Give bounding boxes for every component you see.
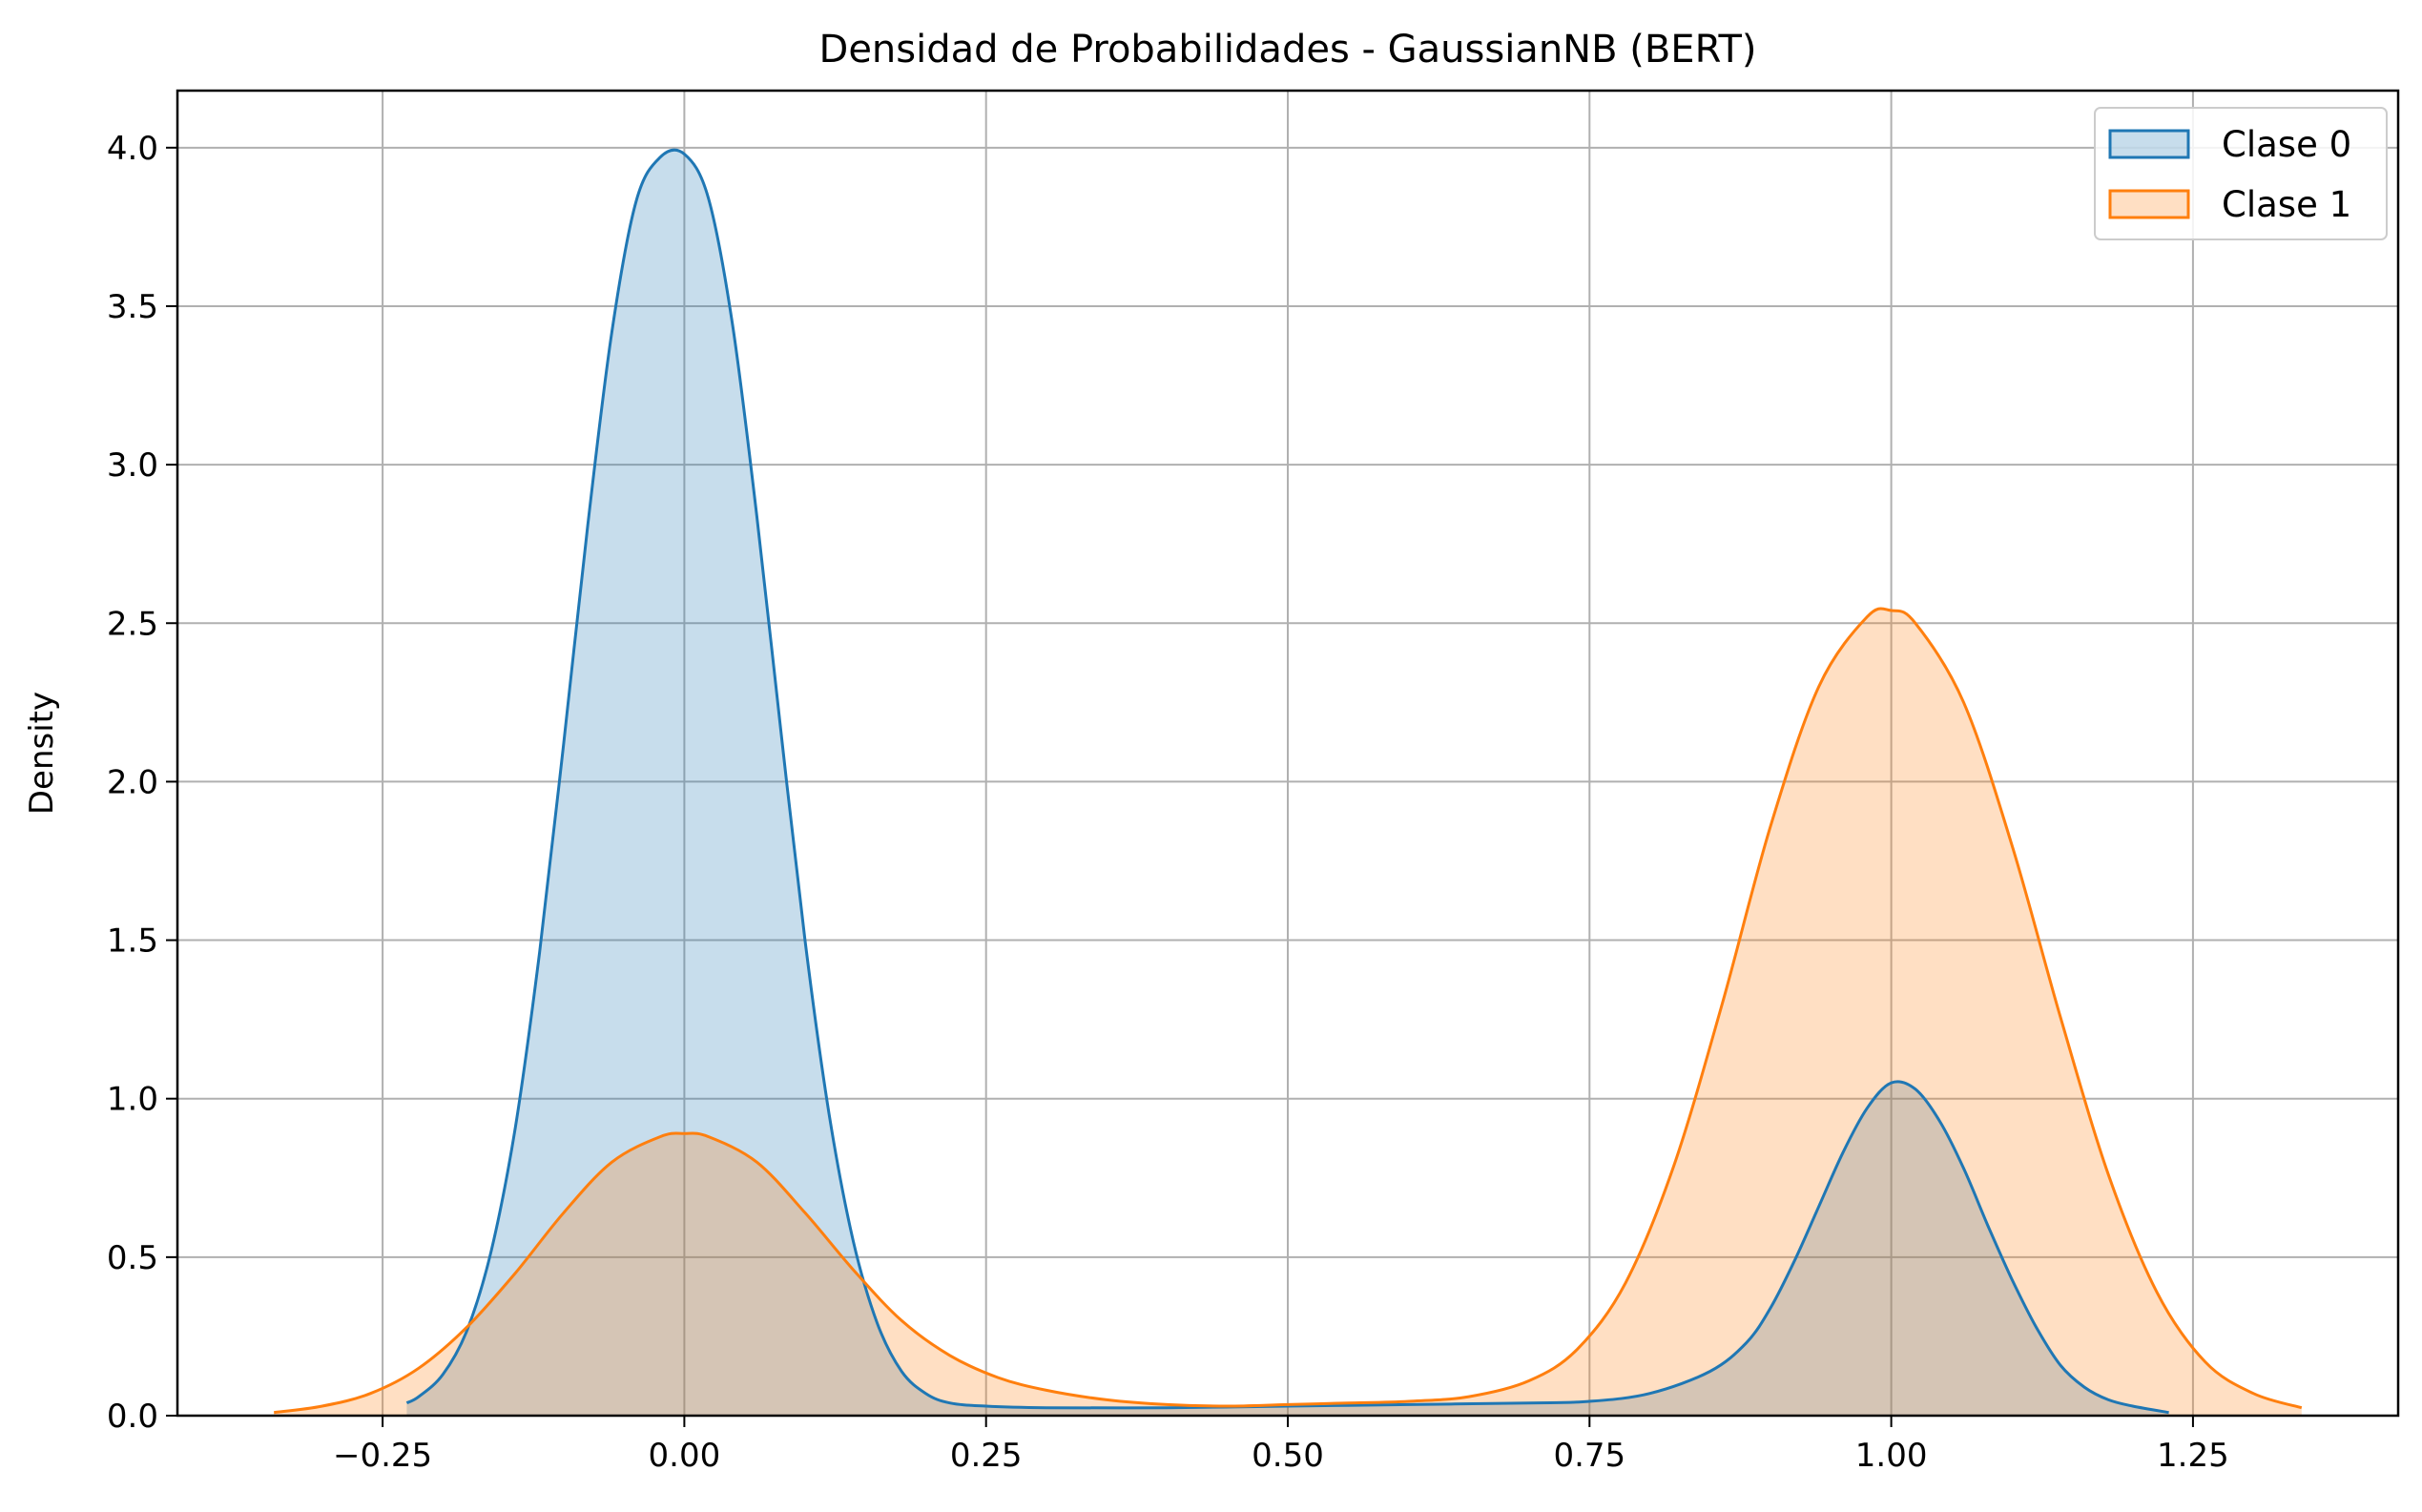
chart-title: Densidad de Probabilidades - GaussianNB …: [819, 28, 1757, 72]
density-line-0: [405, 148, 2169, 1415]
x-tick-label: 1.00: [1855, 1437, 1928, 1475]
x-tick-label: 1.25: [2157, 1437, 2229, 1475]
legend-box: [2094, 107, 2388, 240]
x-tick-label: 0.75: [1553, 1437, 1625, 1475]
x-tick-label: 0.50: [1252, 1437, 1324, 1475]
y-tick-label: 4.0: [107, 130, 158, 168]
y-tick-label: 1.5: [107, 922, 158, 961]
legend-label: Clase 0: [2222, 124, 2351, 165]
density-lines: [274, 148, 2303, 1415]
y-axis-label: Density: [23, 692, 61, 815]
legend-swatch: [2108, 129, 2190, 159]
y-tick-label: 2.0: [107, 763, 158, 801]
legend-swatch: [2108, 189, 2190, 219]
density-fills: [274, 150, 2302, 1417]
density-area-1: [274, 608, 2302, 1416]
y-tick-label: 2.5: [107, 605, 158, 643]
x-tick-label: 0.25: [950, 1437, 1023, 1475]
y-tick-label: 3.0: [107, 446, 158, 485]
x-tick-label: 0.00: [649, 1437, 721, 1475]
y-tick-label: 0.0: [107, 1398, 158, 1436]
legend-label: Clase 1: [2222, 184, 2351, 225]
y-tick-label: 3.5: [107, 288, 158, 326]
y-tick-label: 1.0: [107, 1081, 158, 1119]
legend: Clase 0 Clase 1: [2094, 107, 2388, 240]
axis-ticks: −0.25 0.00 0.25 0.50 0.75 1.00 1.25 0.0 0.5 1.0 1.…: [107, 130, 2229, 1475]
density-area-0: [406, 150, 2169, 1417]
x-tick-label: −0.25: [333, 1437, 432, 1475]
density-line-1: [274, 607, 2303, 1415]
y-tick-label: 0.5: [107, 1239, 158, 1277]
